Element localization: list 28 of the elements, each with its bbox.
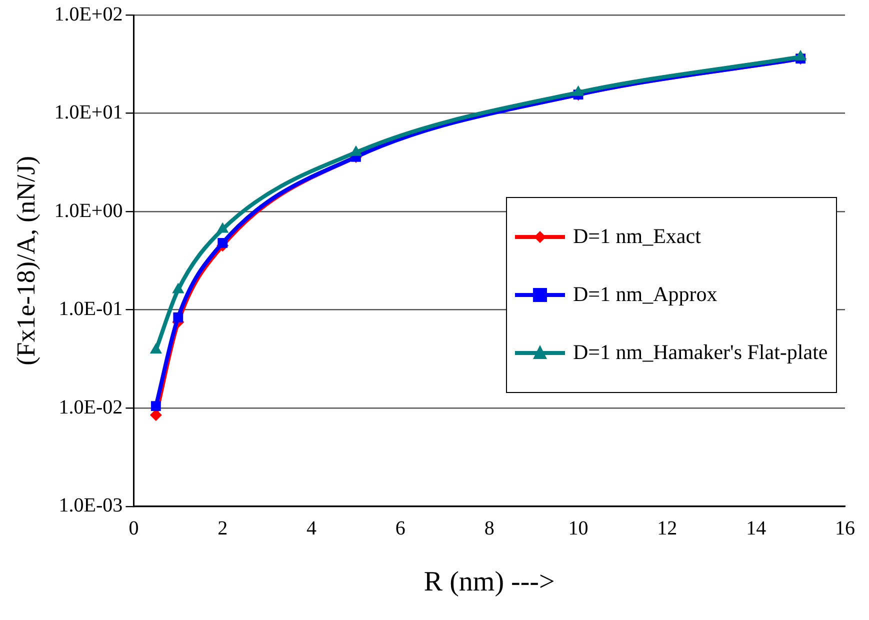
x-tick-label: 8 [484,518,494,540]
x-tick-label: 2 [218,518,228,540]
y-tick-label: 1.0E-01 [58,298,123,320]
x-tick-label: 4 [306,518,317,540]
legend-label: D=1 nm_Exact [573,224,701,250]
point [173,312,184,322]
point [172,282,184,294]
y-tick-label: 1.0E-03 [58,494,123,517]
point [150,343,162,354]
point [572,85,584,96]
point [218,238,228,248]
y-tick-label: 1.0E+02 [54,3,123,26]
y-tick-label: 1.0E-02 [58,396,123,418]
x-tick-label: 16 [835,518,855,540]
x-tick-label: 12 [657,518,678,540]
point [794,50,807,60]
y-tick-label: 1.0E+00 [54,200,123,222]
legend-label: D=1 nm_Hamaker's Flat-plate [573,340,828,366]
legend-label: D=1 nm_Approx [573,282,718,308]
point [216,222,229,233]
x-axis-title: R (nm) ---> [424,566,555,598]
x-tick-label: 0 [128,518,139,540]
x-tick-label: 10 [568,518,588,540]
point [150,401,161,411]
x-tick-label: 14 [746,518,766,540]
y-tick-label: 1.0E+01 [54,102,123,124]
y-axis-title: (Fx1e-18)/A, (nN/J) [11,156,40,366]
x-tick-label: 6 [395,518,406,540]
